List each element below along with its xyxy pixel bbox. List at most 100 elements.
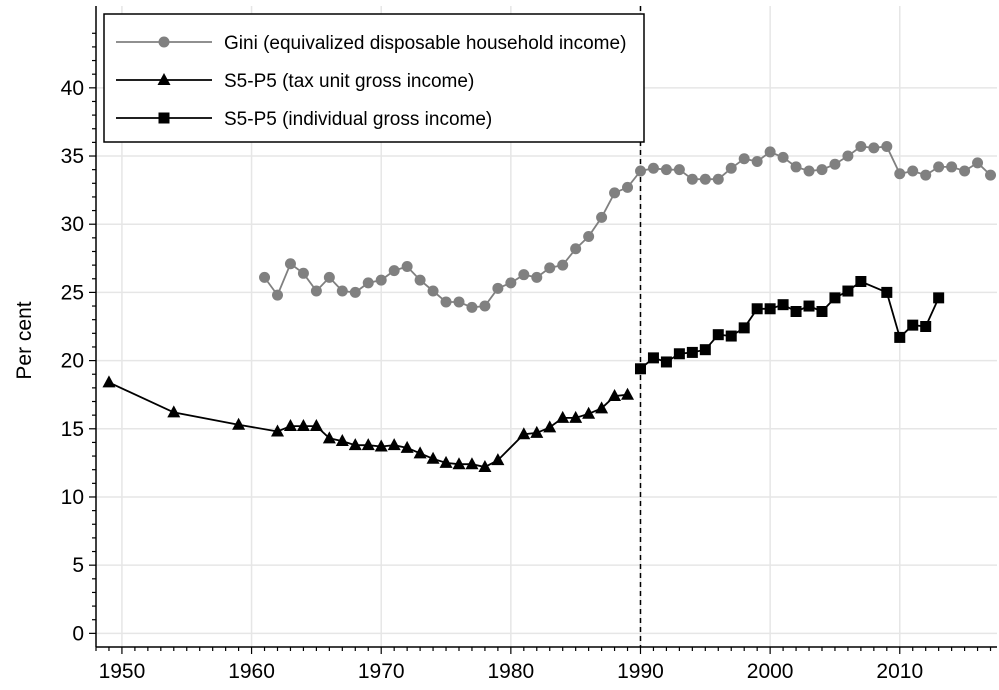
- x-tick-label: 1990: [617, 660, 664, 683]
- data-point: [946, 161, 958, 173]
- data-point: [660, 164, 672, 176]
- data-point: [348, 438, 362, 451]
- data-point: [492, 282, 504, 294]
- data-point: [491, 453, 505, 466]
- x-tick-label: 1980: [487, 660, 534, 683]
- y-tick-label: 5: [72, 554, 84, 577]
- data-point: [686, 346, 698, 358]
- legend-box: [103, 13, 645, 143]
- data-point: [374, 439, 388, 452]
- axes: 0 5 10 15 20 25 30 35 40 1950 1960 1970 1980 1990 2000…: [61, 6, 997, 683]
- data-point: [400, 440, 414, 453]
- data-point: [283, 419, 297, 432]
- data-point: [557, 259, 569, 271]
- data-point: [271, 289, 283, 301]
- data-point: [362, 277, 374, 289]
- data-point: [933, 161, 945, 173]
- data-point: [505, 277, 517, 289]
- data-point: [270, 424, 284, 437]
- data-point: [361, 438, 375, 451]
- data-point: [582, 406, 596, 419]
- data-point: [699, 344, 711, 356]
- x-tick-label: 2010: [876, 660, 923, 683]
- data-point: [972, 157, 984, 169]
- data-point: [699, 173, 711, 185]
- series-line-2: [639, 280, 940, 370]
- data-point: [920, 321, 932, 332]
- data-point: [388, 265, 400, 277]
- data-point: [621, 387, 635, 400]
- data-point: [583, 230, 595, 242]
- data-point: [764, 303, 776, 315]
- data-point: [426, 451, 440, 464]
- data-point: [660, 356, 672, 368]
- legend-label: Gini (equivalized disposable household i…: [224, 33, 626, 54]
- data-point: [544, 262, 556, 274]
- legend-label: S5-P5 (individual gross income): [224, 109, 492, 130]
- data-point: [881, 286, 893, 298]
- series-layer: [102, 140, 997, 472]
- data-point: [479, 300, 491, 312]
- data-point: [829, 292, 841, 304]
- data-point: [102, 375, 116, 388]
- data-point: [595, 401, 609, 414]
- data-point: [259, 271, 271, 283]
- data-point: [518, 269, 530, 281]
- data-point: [609, 187, 621, 199]
- legend-item-0: Gini (equivalized disposable household i…: [116, 33, 626, 54]
- data-point: [232, 417, 246, 430]
- data-point: [673, 164, 685, 176]
- data-point: [439, 455, 453, 468]
- data-point: [167, 405, 181, 418]
- data-point: [751, 303, 763, 315]
- data-point: [842, 150, 854, 162]
- data-point: [907, 319, 919, 331]
- data-point: [569, 410, 583, 423]
- y-tick-label: 0: [72, 622, 84, 645]
- y-tick-label: 30: [61, 213, 84, 236]
- legend-item-1: S5-P5 (tax unit gross income): [116, 71, 474, 92]
- data-point: [413, 446, 427, 459]
- data-point: [478, 459, 492, 472]
- data-point: [894, 168, 906, 180]
- data-point: [596, 211, 608, 223]
- series-2: [634, 275, 945, 375]
- data-point: [751, 155, 763, 167]
- data-point: [790, 161, 802, 173]
- data-point: [556, 410, 570, 423]
- data-point: [570, 243, 582, 255]
- data-point: [725, 330, 737, 342]
- data-point: [764, 146, 776, 158]
- data-point: [465, 457, 479, 470]
- data-point: [647, 352, 659, 364]
- legend-item-2: S5-P5 (individual gross income): [116, 109, 492, 130]
- data-point: [868, 142, 880, 154]
- x-tick-label: 1960: [228, 660, 275, 683]
- data-point: [985, 169, 997, 181]
- y-tick-label: 20: [61, 350, 84, 373]
- legend: Gini (equivalized disposable household i…: [103, 13, 645, 143]
- data-point: [816, 164, 828, 176]
- y-tick-label: 25: [61, 281, 84, 304]
- series-1: [102, 375, 635, 472]
- data-point: [881, 140, 893, 152]
- data-point: [803, 165, 815, 177]
- data-point: [349, 286, 361, 298]
- data-point: [336, 285, 348, 297]
- data-point: [401, 260, 413, 272]
- data-point: [855, 275, 867, 287]
- data-point: [933, 292, 945, 304]
- data-point: [440, 296, 452, 308]
- x-tick-label: 1970: [358, 660, 405, 683]
- series-0: [259, 140, 997, 313]
- data-point: [855, 140, 867, 152]
- legend-marker: [158, 112, 170, 124]
- data-point: [466, 301, 478, 313]
- data-point: [907, 165, 919, 177]
- legend-label: S5-P5 (tax unit gross income): [224, 71, 474, 92]
- data-point: [738, 322, 750, 334]
- data-point: [634, 165, 646, 177]
- data-point: [816, 305, 828, 317]
- data-point: [414, 274, 426, 286]
